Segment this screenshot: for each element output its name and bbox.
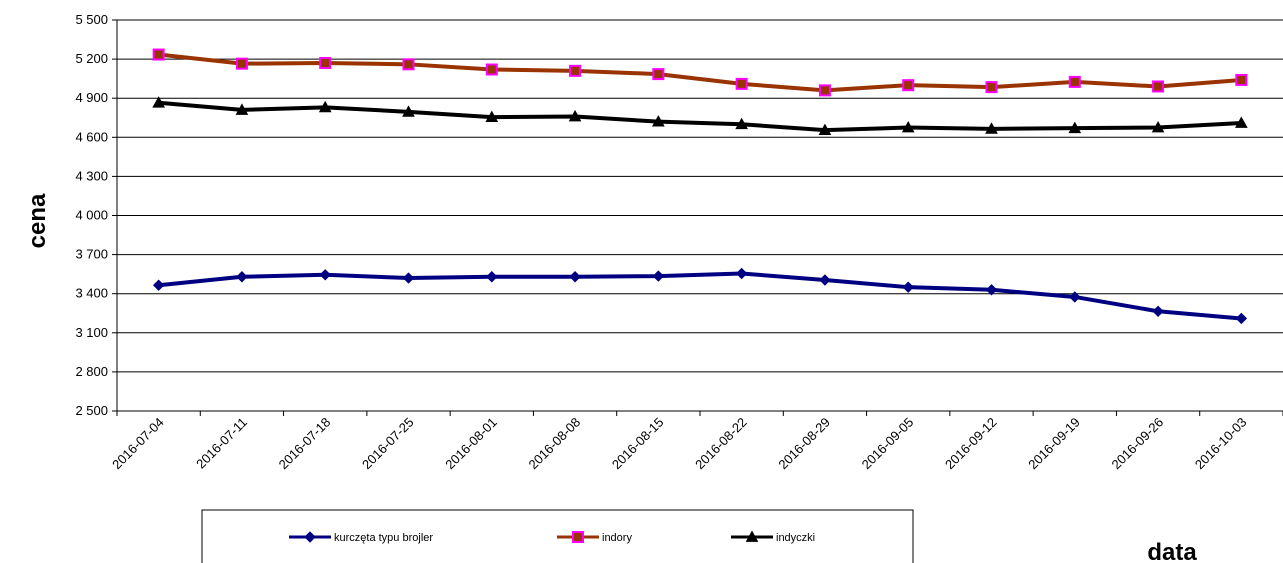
data-point — [1152, 80, 1165, 93]
legend-label: kurczęta typu brojler — [334, 532, 433, 544]
data-point — [402, 272, 415, 284]
x-tick-label: 2016-10-03 — [1192, 415, 1250, 473]
x-tick-label: 2016-09-26 — [1109, 415, 1167, 473]
series-line — [158, 100, 1242, 133]
legend-entry: indyczki — [731, 530, 815, 544]
data-point — [152, 48, 165, 61]
data-point — [402, 58, 415, 71]
legend-marker — [572, 531, 584, 543]
x-tick-label: 2016-08-22 — [692, 415, 750, 473]
y-tick-label: 4 300 — [75, 168, 108, 183]
x-tick-label: 2016-08-29 — [775, 415, 833, 473]
y-tick-label: 4 000 — [75, 208, 108, 223]
y-tick-label: 5 500 — [75, 12, 108, 27]
legend-marker — [304, 531, 316, 543]
y-tick-label: 4 600 — [75, 129, 108, 144]
series-line — [158, 52, 1242, 93]
data-point — [985, 81, 998, 94]
data-point — [318, 100, 332, 113]
data-point — [1235, 116, 1248, 128]
y-tick-label: 5 200 — [75, 51, 108, 66]
data-point — [652, 68, 665, 81]
legend-entry: indory — [557, 531, 632, 544]
data-point — [486, 271, 498, 283]
y-axis-title: cena — [24, 193, 51, 248]
data-point — [235, 103, 249, 115]
gridlines — [117, 19, 1283, 412]
x-tick-label: 2016-08-01 — [442, 415, 500, 473]
series-2 — [152, 96, 1248, 136]
data-point — [1235, 312, 1248, 325]
data-point — [735, 267, 748, 280]
x-tick-label: 2016-07-11 — [193, 415, 250, 472]
data-point — [985, 284, 998, 296]
data-point — [1151, 120, 1165, 133]
y-tick-label: 4 900 — [75, 90, 108, 105]
data-point — [1152, 305, 1164, 318]
data-point — [819, 274, 831, 286]
legend-entry: kurczęta typu brojler — [289, 531, 433, 544]
data-point — [235, 57, 248, 70]
legend: kurczęta typu brojler indory indyczki — [201, 509, 914, 563]
legend-marker — [745, 530, 759, 542]
data-point — [985, 122, 998, 134]
x-tick-label: 2016-08-15 — [609, 415, 667, 473]
x-tick-label: 2016-07-18 — [276, 415, 334, 473]
data-point — [902, 79, 915, 92]
data-point — [818, 123, 832, 136]
data-point — [319, 57, 332, 70]
legend-label: indory — [602, 532, 632, 544]
y-tick-label: 3 400 — [75, 286, 108, 301]
data-point — [735, 117, 748, 130]
x-tick-label: 2016-09-19 — [1025, 415, 1083, 473]
x-tick-label: 2016-07-04 — [109, 415, 167, 473]
series-group — [152, 48, 1248, 325]
data-point — [152, 279, 165, 291]
data-point — [902, 281, 914, 293]
data-point — [152, 96, 165, 108]
data-point — [735, 77, 748, 90]
x-axis-title: data — [1147, 539, 1197, 563]
y-tick-label: 2 500 — [75, 403, 108, 418]
y-tick-label: 2 800 — [75, 364, 108, 379]
x-tick-label: 2016-09-12 — [942, 415, 1000, 473]
data-point — [1068, 75, 1081, 88]
data-point — [236, 271, 248, 283]
data-point — [1069, 291, 1081, 303]
legend-label: indyczki — [776, 532, 815, 544]
x-tick-label: 2016-08-08 — [526, 415, 584, 473]
data-point — [485, 110, 499, 122]
data-point — [652, 270, 665, 282]
y-axis-ticks: 2 500 2 800 3 100 3 400 3 700 4 000 4 300 4 600… — [75, 12, 117, 418]
y-tick-label: 3 100 — [75, 325, 108, 340]
data-point — [402, 105, 415, 117]
data-point — [485, 63, 498, 76]
series-0 — [152, 267, 1248, 325]
data-point — [569, 271, 581, 283]
data-point — [1068, 121, 1082, 134]
data-point — [652, 115, 665, 127]
data-point — [818, 84, 831, 97]
data-point — [568, 109, 582, 122]
series-line — [158, 271, 1242, 321]
data-point — [569, 64, 582, 77]
y-tick-label: 3 700 — [75, 247, 108, 262]
series-1 — [152, 48, 1248, 97]
x-axis-ticks: 2016-07-04 2016-07-11 2016-07-18 2016-07-25… — [109, 411, 1283, 472]
data-point — [319, 269, 331, 281]
data-point — [1235, 73, 1248, 86]
x-tick-label: 2016-09-05 — [859, 415, 917, 473]
data-point — [901, 120, 915, 133]
x-tick-label: 2016-07-25 — [359, 415, 417, 473]
